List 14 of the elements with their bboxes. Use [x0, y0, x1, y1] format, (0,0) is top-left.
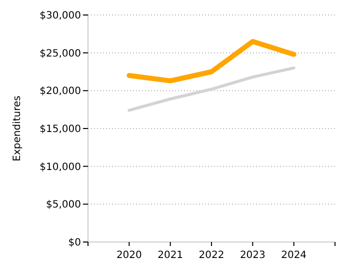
line-series — [128, 66, 296, 112]
y-tick-label: $10,000 — [40, 162, 81, 173]
y-tick-label: $0 — [68, 238, 81, 248]
y-tick-label: $25,000 — [40, 48, 81, 60]
x-tick-label: 2024 — [281, 250, 307, 261]
y-tick-label: $5,000 — [46, 200, 81, 211]
x-tick-label: 2021 — [158, 250, 184, 261]
y-tick-label: $15,000 — [40, 124, 81, 135]
x-tick-label: 2022 — [198, 250, 224, 261]
y-tick-label: $20,000 — [40, 86, 81, 98]
x-tick-label: 2023 — [240, 250, 266, 261]
x-tick-label: 2020 — [116, 250, 142, 261]
y-tick-label: $30,000 — [40, 10, 81, 22]
y-axis-title: Expenditures — [12, 96, 23, 162]
